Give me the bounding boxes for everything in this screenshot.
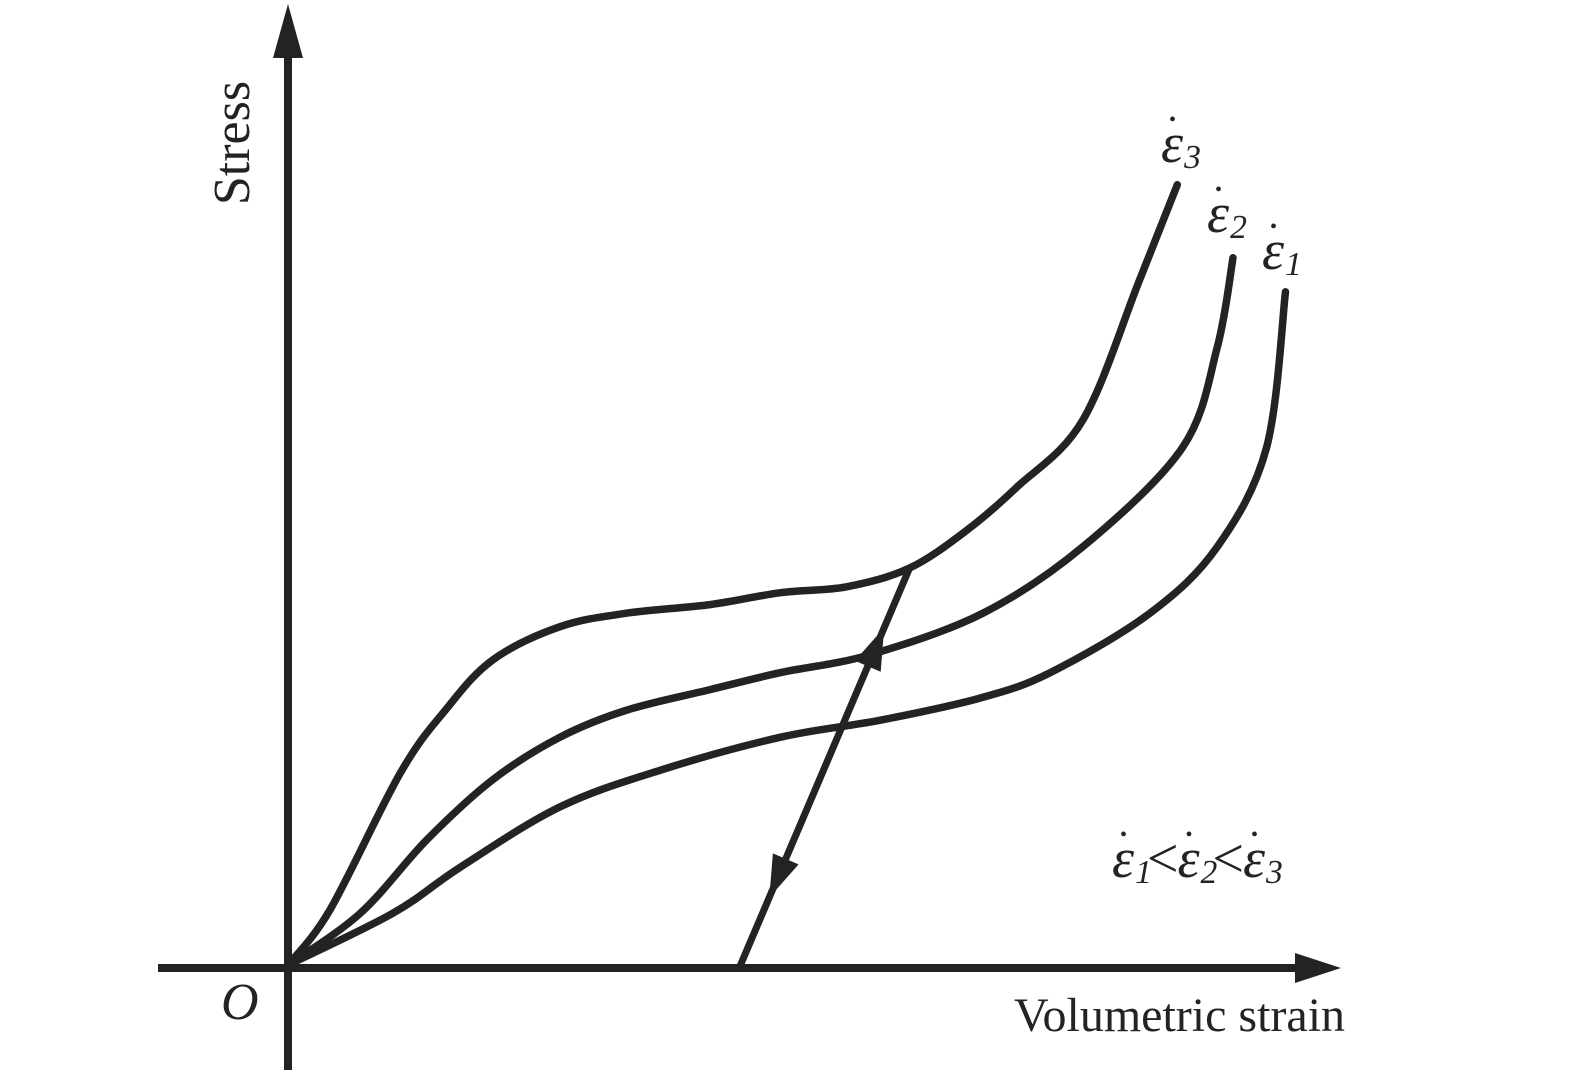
overdot-icon: •: [1270, 216, 1278, 238]
subscript: 1: [1135, 854, 1152, 892]
less-than-operator: <: [1212, 828, 1244, 890]
epsilon-glyph: ε: [1161, 113, 1184, 175]
curve-eps2: [284, 254, 1237, 969]
double-arrow-head-up-icon: [854, 627, 885, 672]
overdot-icon: •: [1120, 824, 1128, 846]
epsilon-glyph: ε: [1112, 828, 1135, 890]
origin-label: O: [221, 974, 259, 1031]
subscript: 2: [1230, 209, 1247, 247]
epsilon-dot-3-symbol: • ε3: [1161, 110, 1201, 177]
double-arrow-line: [737, 564, 914, 969]
curve-label-eps3: • ε3: [1161, 110, 1201, 177]
subscript: 3: [1266, 854, 1283, 892]
overdot-icon: •: [1185, 824, 1193, 846]
epsilon-glyph: ε: [1207, 183, 1230, 245]
epsilon-dot-3-symbol: • ε3: [1242, 825, 1283, 892]
epsilon-dot-1-symbol: • ε1: [1112, 825, 1152, 892]
epsilon-glyph: ε: [1242, 828, 1266, 890]
subscript: 3: [1184, 139, 1201, 177]
epsilon-glyph: ε: [1177, 828, 1200, 890]
overdot-icon: •: [1215, 179, 1223, 201]
y-axis-label: Stress: [204, 80, 261, 206]
curve-eps1: [284, 288, 1290, 969]
overdot-icon: •: [1250, 824, 1258, 846]
epsilon-dot-2-symbol: • ε2: [1177, 825, 1218, 892]
less-than-operator: <: [1146, 828, 1179, 890]
x-axis-label: Volumetric strain: [1014, 989, 1346, 1042]
epsilon-dot-2-symbol: • ε2: [1207, 180, 1247, 247]
rate-inequality: • ε1 < • ε2 < • ε3: [1112, 825, 1283, 892]
overdot-icon: •: [1169, 109, 1177, 131]
double-arrow: [737, 564, 914, 969]
curve-eps3: [284, 180, 1182, 969]
subscript: 1: [1285, 246, 1302, 284]
x-axis-arrowhead-icon: [1295, 953, 1341, 983]
curve-label-eps2: • ε2: [1207, 180, 1247, 247]
epsilon-dot-1-symbol: • ε1: [1262, 217, 1302, 284]
epsilon-glyph: ε: [1262, 220, 1285, 282]
double-arrow-head-down-icon: [769, 853, 799, 898]
y-axis-arrowhead-icon: [273, 4, 303, 58]
subscript: 2: [1200, 854, 1218, 892]
curve-label-eps1: • ε1: [1262, 217, 1302, 284]
